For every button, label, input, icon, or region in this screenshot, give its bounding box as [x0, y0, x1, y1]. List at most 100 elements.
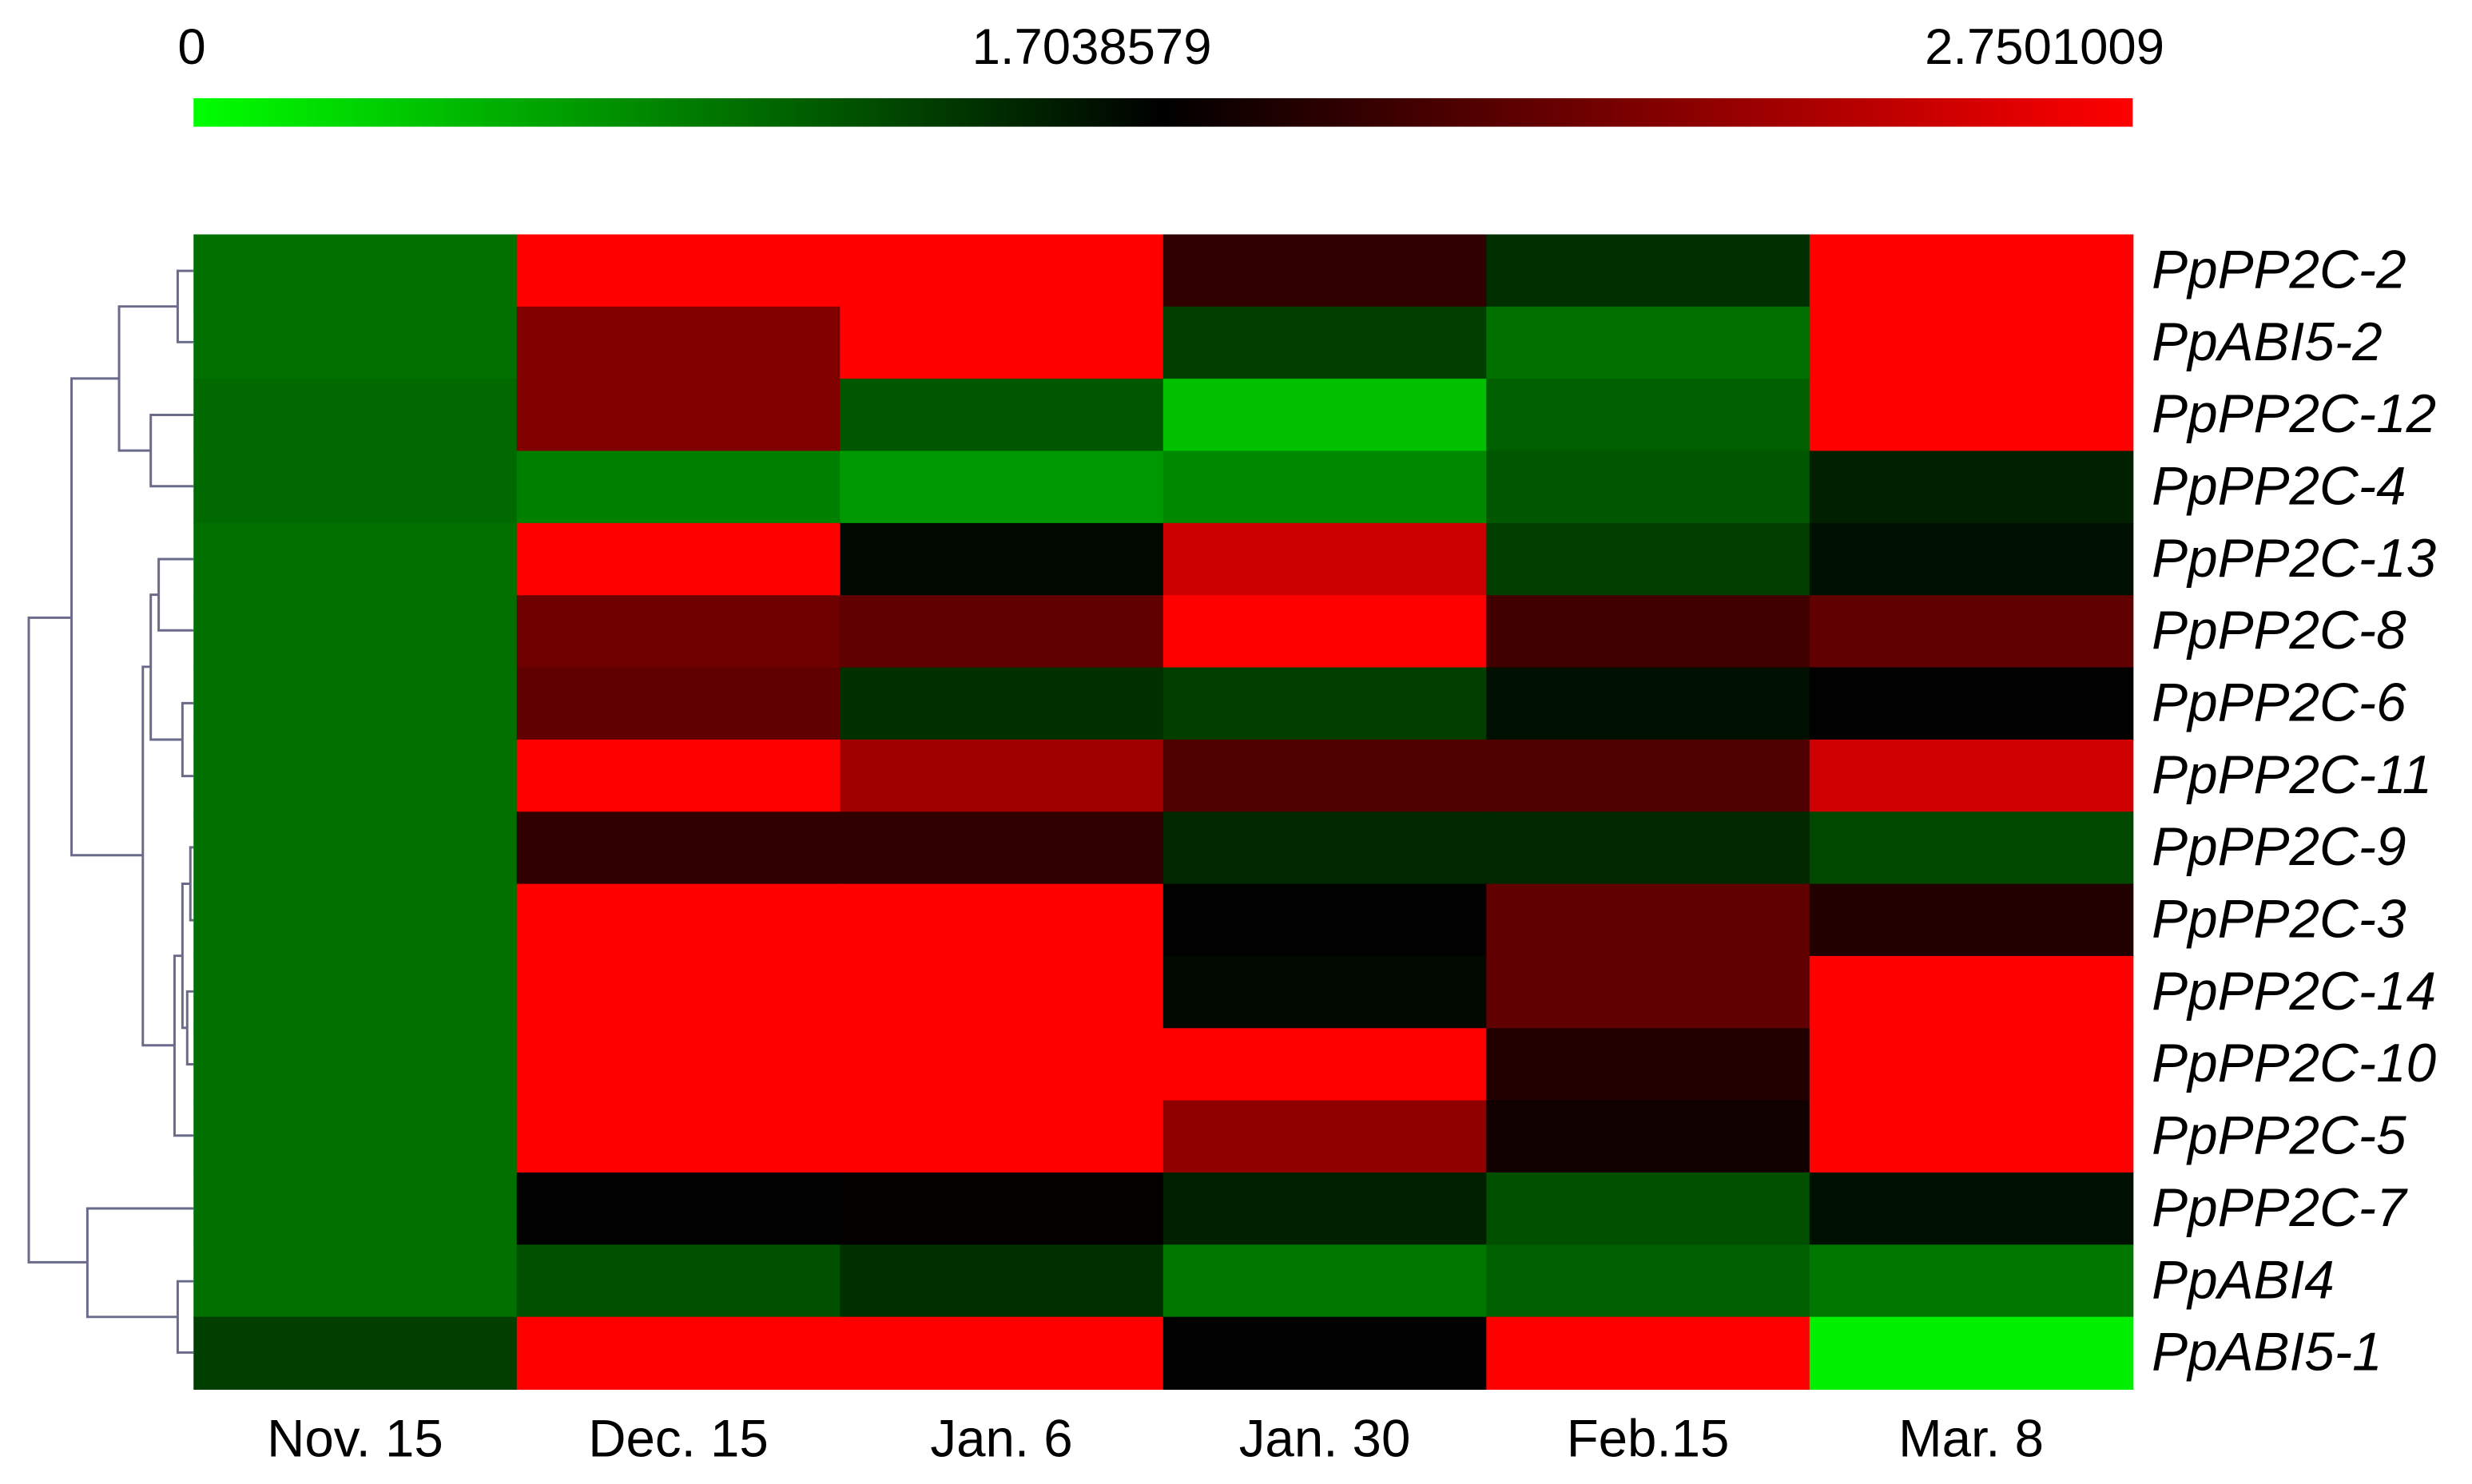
heatmap-cell [840, 667, 1164, 740]
heatmap-cell [516, 379, 841, 452]
heatmap-cell [1486, 1244, 1810, 1318]
heatmap-cell [1162, 667, 1488, 740]
heatmap-cell [1809, 595, 2134, 669]
heatmap-cell [193, 306, 518, 380]
heatmap-cell [1162, 234, 1488, 308]
heatmap-cell [1486, 1172, 1810, 1246]
column-label: Mar. 8 [1898, 1410, 2044, 1468]
heatmap-cell [840, 306, 1164, 380]
heatmap-cell [193, 1316, 518, 1391]
heatmap-cell [516, 811, 841, 885]
heatmap-cell [193, 739, 518, 813]
heatmap-cell [516, 1028, 841, 1101]
heatmap-cell [1162, 811, 1488, 885]
heatmap-cell [516, 955, 841, 1030]
colorbar [193, 97, 2133, 127]
row-label: PpPP2C-13 [2152, 529, 2436, 589]
heatmap-cell [193, 595, 518, 669]
heatmap-cell [516, 450, 841, 524]
heatmap-cell [1162, 1100, 1488, 1173]
heatmap-cell [1809, 811, 2134, 885]
heatmap-cell [193, 811, 518, 885]
heatmap-cell [1486, 1100, 1810, 1173]
heatmap-cell [840, 1100, 1164, 1173]
row-label: PpPP2C-5 [2152, 1106, 2406, 1166]
heatmap-cell [1809, 1244, 2134, 1318]
dendrogram [27, 269, 194, 1354]
row-label: PpPP2C-4 [2152, 456, 2406, 516]
colorbar-tick-label: 1.7038579 [972, 19, 1212, 75]
heatmap-cell [193, 1028, 518, 1101]
heatmap-cell [1809, 379, 2134, 452]
heatmap-cell [840, 883, 1164, 957]
heatmap-cell [840, 234, 1164, 308]
heatmap-cell [516, 306, 841, 380]
heatmap-cell [1162, 955, 1488, 1030]
heatmap-cell [1486, 739, 1810, 813]
heatmap-cell [1486, 306, 1810, 380]
heatmap-cell [1809, 667, 2134, 740]
heatmap-cell [840, 595, 1164, 669]
dendrogram-branch [27, 269, 194, 1354]
colorbar-tick-label: 0 [177, 19, 205, 75]
heatmap-cell [1809, 234, 2134, 308]
heatmap-cell [1809, 1316, 2134, 1391]
row-label: PpPP2C-11 [2152, 745, 2432, 805]
heatmap-cell [193, 1172, 518, 1246]
heatmap-cell [1162, 306, 1488, 380]
heatmap-cell [1809, 450, 2134, 524]
row-label: PpPP2C-7 [2152, 1178, 2408, 1238]
heatmap-cell [1809, 1028, 2134, 1101]
heatmap-cell [1162, 450, 1488, 524]
heatmap-cell [840, 379, 1164, 452]
heatmap-cell [516, 1316, 841, 1391]
colorbar-tick-label: 2.7501009 [1925, 19, 2164, 75]
heatmap-cell [1162, 522, 1488, 597]
row-label: PpPP2C-10 [2152, 1034, 2436, 1093]
heatmap-cell [1809, 883, 2134, 957]
heatmap-cell [840, 522, 1164, 597]
heatmap-cell [1162, 595, 1488, 669]
column-label: Jan. 30 [1239, 1410, 1411, 1468]
heatmap-cell [516, 883, 841, 957]
row-label: PpABI4 [2152, 1250, 2335, 1310]
heatmap-cell [516, 595, 841, 669]
heatmap-cell [516, 234, 841, 308]
heatmap-cell [1809, 955, 2134, 1030]
heatmap-cell [1162, 739, 1488, 813]
heatmap-cell [1486, 1028, 1810, 1101]
column-label: Feb.15 [1567, 1410, 1730, 1468]
heatmap-cell [840, 1244, 1164, 1318]
heatmap-cell [193, 450, 518, 524]
heatmap-cell [840, 1172, 1164, 1246]
row-label: PpPP2C-14 [2152, 962, 2436, 1022]
heatmap-cell [1809, 1172, 2134, 1246]
heatmap-cell [516, 1244, 841, 1318]
heatmap-cell [1162, 1172, 1488, 1246]
heatmap-cell [840, 955, 1164, 1030]
column-label: Jan. 6 [930, 1410, 1072, 1468]
heatmap-cell [1809, 739, 2134, 813]
heatmap-cell [193, 667, 518, 740]
heatmap-cell [1486, 955, 1810, 1030]
heatmap-cell [1162, 1028, 1488, 1101]
heatmap-cell [840, 450, 1164, 524]
heatmap-cell [516, 739, 841, 813]
heatmap-cell [193, 522, 518, 597]
heatmap-cell [1486, 883, 1810, 957]
heatmap-cell [1486, 522, 1810, 597]
row-label: PpPP2C-2 [2152, 240, 2406, 300]
heatmap-cell [840, 1316, 1164, 1391]
heatmap-cell [1809, 1100, 2134, 1173]
heatmap-cell [193, 883, 518, 957]
heatmap-cell [1162, 379, 1488, 452]
heatmap-cell [193, 955, 518, 1030]
heatmap-cell [1486, 234, 1810, 308]
heatmap-cell [1486, 1316, 1810, 1391]
heatmap-cell [840, 811, 1164, 885]
heatmap-cell [1162, 1244, 1488, 1318]
heatmap-cell [516, 522, 841, 597]
heatmap-cell [1486, 379, 1810, 452]
